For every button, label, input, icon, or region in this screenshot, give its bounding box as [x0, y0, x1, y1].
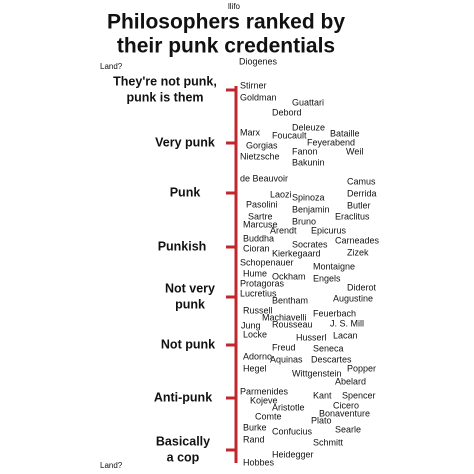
philosopher-name: Engels — [313, 273, 341, 283]
philosopher-name: Guattari — [292, 97, 324, 107]
philosopher-name: Laozi — [270, 189, 292, 199]
philosopher-name: Weil — [346, 146, 363, 156]
philosopher-name: Gorgias — [246, 140, 278, 150]
title-line: Philosophers ranked by — [107, 11, 345, 34]
philosopher-name: Augustine — [333, 293, 373, 303]
philosopher-name: Heidegger — [272, 449, 314, 459]
category-label: Not punk — [161, 337, 215, 351]
philosopher-name: Confucius — [272, 426, 313, 436]
philosopher-name: Parmenides — [240, 386, 289, 396]
philosopher-name: J. S. Mill — [330, 318, 364, 328]
philosopher-name: Descartes — [311, 354, 352, 364]
philosopher-name: Protagoras — [240, 278, 285, 288]
philosopher-name: Arendt — [270, 225, 297, 235]
philosopher-name: Aristotle — [272, 402, 305, 412]
philosopher-name: Bruno — [292, 216, 316, 226]
category-label: Very punk — [155, 135, 215, 149]
philosopher-name: Rousseau — [272, 319, 313, 329]
philosopher-name: Socrates — [292, 239, 328, 249]
philosopher-name: Bonaventure — [319, 408, 370, 418]
philosopher-name: Schmitt — [313, 437, 344, 447]
philosopher-name: Seneca — [313, 343, 344, 353]
axis-top-label: Land? — [100, 62, 123, 71]
philosopher-name: Aquinas — [270, 354, 303, 364]
category-label: Anti-punk — [154, 390, 212, 404]
philosopher-name: Stirner — [240, 80, 267, 90]
philosopher-name: Lacan — [333, 330, 358, 340]
category-label: punk is them — [126, 90, 203, 104]
philosopher-name: Zizek — [347, 247, 369, 257]
philosopher-name: Feuerbach — [313, 308, 356, 318]
philosopher-name: Marx — [240, 127, 260, 137]
philosopher-name: Freud — [272, 342, 296, 352]
philosopher-name: Carneades — [335, 235, 380, 245]
philosopher-name: Burke — [243, 422, 267, 432]
philosopher-name: Fanon — [292, 146, 318, 156]
category-label: They're not punk, — [113, 74, 217, 88]
philosopher-name: Buddha — [243, 233, 274, 243]
philosopher-name: Kojeve — [250, 395, 278, 405]
philosopher-name: Spencer — [342, 390, 376, 400]
philosopher-name: Sartre — [248, 211, 273, 221]
philosopher-name: Cicero — [333, 400, 359, 410]
philosopher-name: Nietzsche — [240, 151, 280, 161]
category-label: a cop — [167, 450, 200, 464]
philosopher-name: Marcuse — [243, 219, 278, 229]
source: llifo — [228, 2, 241, 11]
category-label: Punk — [170, 185, 201, 199]
philosopher-name: Adorno — [243, 351, 272, 361]
philosopher-name: Machiavelli — [262, 312, 307, 322]
philosopher-name: de Beauvoir — [240, 173, 288, 183]
philosopher-name: Kant — [313, 390, 332, 400]
axis-bottom-label: Land? — [100, 461, 123, 470]
philosopher-name: Kierkegaard — [272, 248, 321, 258]
philosopher-name: Epicurus — [311, 225, 347, 235]
philosopher-name: Hegel — [243, 363, 267, 373]
philosopher-name: Schopenauer — [240, 257, 294, 267]
philosopher-name: Debord — [272, 107, 302, 117]
philosopher-name: Bentham — [272, 295, 308, 305]
philosopher-name: Butler — [347, 200, 371, 210]
philosopher-name: Rand — [243, 434, 265, 444]
philosopher-name: Bataille — [330, 128, 360, 138]
philosopher-name: Cioran — [243, 243, 270, 253]
philosopher-name: Feyerabend — [307, 137, 355, 147]
philosopher-name: Husserl — [296, 332, 327, 342]
philosopher-name: Montaigne — [313, 261, 355, 271]
philosopher-name: Camus — [347, 176, 376, 186]
philosopher-name: Comte — [255, 411, 282, 421]
philosopher-name: Foucault — [272, 130, 307, 140]
philosopher-name: Bakunin — [292, 157, 325, 167]
philosopher-name: Deleuze — [292, 122, 325, 132]
philosopher-name: Russell — [243, 305, 273, 315]
philosopher-name: Diogenes — [239, 56, 278, 66]
category-label: Not very — [165, 281, 215, 295]
philosopher-name: Lucretius — [240, 288, 277, 298]
philosopher-name: Spinoza — [292, 192, 325, 202]
philosopher-name: Locke — [243, 329, 267, 339]
philosopher-name: Plato — [311, 415, 332, 425]
category-label: punk — [175, 297, 205, 311]
philosopher-name: Jung — [241, 320, 261, 330]
category-label: Basically — [156, 434, 210, 448]
philosopher-name: Ockham — [272, 271, 306, 281]
philosopher-name: Pasolini — [246, 199, 278, 209]
philosopher-name: Benjamin — [292, 204, 330, 214]
category-label: Punkish — [158, 239, 207, 253]
philosopher-name: Abelard — [335, 376, 366, 386]
title-line: their punk credentials — [117, 35, 335, 58]
philosopher-name: Derrida — [347, 188, 377, 198]
philosopher-name: Wittgenstein — [292, 368, 342, 378]
philosopher-name: Searle — [335, 424, 361, 434]
philosopher-name: Eraclitus — [335, 211, 370, 221]
philosopher-name: Hume — [243, 268, 267, 278]
philosopher-name: Diderot — [347, 282, 377, 292]
philosopher-name: Goldman — [240, 92, 277, 102]
philosopher-name: Popper — [347, 363, 376, 373]
philosopher-name: Hobbes — [243, 457, 275, 467]
